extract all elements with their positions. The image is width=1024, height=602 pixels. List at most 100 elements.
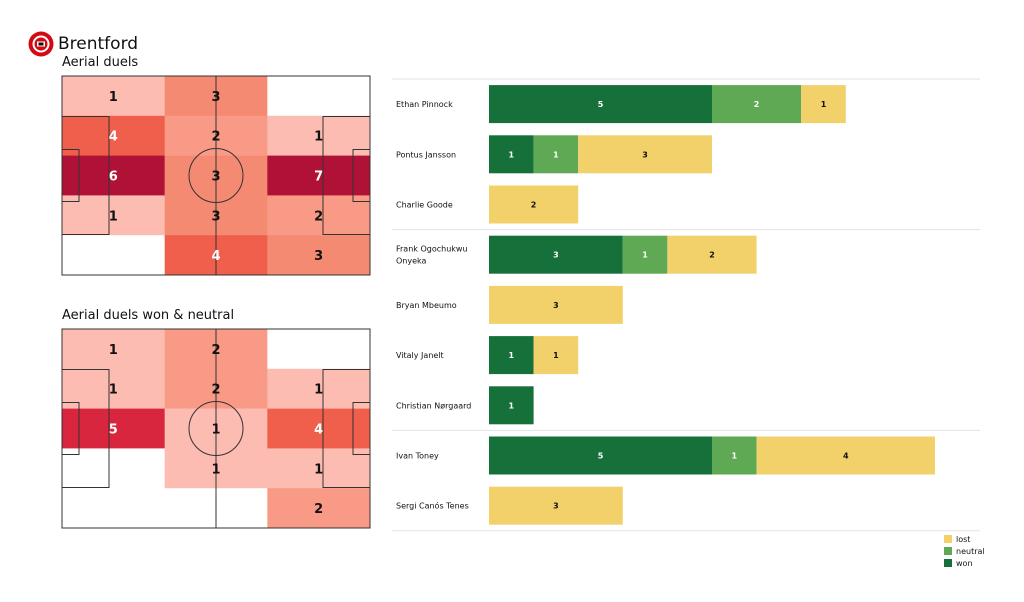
centre-circle xyxy=(188,148,244,203)
heat-value-label: 1 xyxy=(314,130,323,145)
bar-value-label: 2 xyxy=(754,100,760,109)
bar-value-label: 2 xyxy=(531,201,537,210)
heat-cell xyxy=(267,195,371,236)
player-label: Frank Ogochukwu xyxy=(396,245,468,254)
player-label: Charlie Goode xyxy=(396,201,453,210)
heat-cell xyxy=(62,329,165,370)
bar-lost xyxy=(533,336,579,375)
bar-won xyxy=(489,336,534,375)
bar-value-label: 3 xyxy=(642,150,648,159)
heat-value-label: 4 xyxy=(314,423,323,438)
team-name: Brentford xyxy=(58,34,139,54)
bar-won xyxy=(489,436,712,475)
bar-value-label: 1 xyxy=(553,351,559,360)
heat-cell xyxy=(62,488,165,529)
heat-cell xyxy=(62,235,165,276)
bar-value-label: 1 xyxy=(553,150,559,159)
heat-value-label: 1 xyxy=(109,209,118,224)
player-label: Onyeka xyxy=(396,257,427,266)
heat-value-label: 1 xyxy=(314,462,323,477)
goal-box-right xyxy=(352,402,371,455)
heat-value-label: 1 xyxy=(314,383,323,398)
heat-value-label: 4 xyxy=(109,130,118,145)
heat-value-label: 1 xyxy=(109,343,118,358)
bar-value-label: 1 xyxy=(509,351,515,360)
bar-neutral xyxy=(533,135,579,174)
centre-circle xyxy=(188,401,244,456)
bar-won xyxy=(489,235,623,274)
heat-cell xyxy=(62,76,165,117)
player-label: Vitaly Janelt xyxy=(396,351,444,360)
heat-value-label: 1 xyxy=(211,462,220,477)
bar-value-label: 1 xyxy=(732,452,738,461)
bar-value-label: 2 xyxy=(709,251,715,260)
heat-value-label: 7 xyxy=(314,170,323,185)
pitch-heatmap-aerial-duels-won-neutral: 1 2 1 2 1 5 1 4 1 1 2 xyxy=(61,328,371,529)
heat-value-label: 2 xyxy=(211,343,220,358)
goal-box-left xyxy=(61,402,80,455)
bar-won xyxy=(489,85,712,124)
bar-lost xyxy=(489,486,623,525)
heat-value-label: 4 xyxy=(211,249,220,264)
heat-value-label: 3 xyxy=(211,90,220,105)
bar-value-label: 3 xyxy=(553,301,559,310)
player-label: Sergi Canós Tenes xyxy=(396,501,469,511)
bar-lost xyxy=(756,436,935,475)
bar-won xyxy=(489,135,534,174)
heat-value-label: 3 xyxy=(314,249,323,264)
player-label: Ivan Toney xyxy=(396,452,439,461)
bar-neutral xyxy=(622,235,668,274)
player-label: Christian Nørgaard xyxy=(396,401,471,410)
team-header: Brentford xyxy=(28,30,138,58)
player-label: Bryan Mbeumo xyxy=(396,301,457,310)
heat-value-label: 2 xyxy=(211,383,220,398)
goal-box-right xyxy=(352,149,371,202)
pitch-heatmap-aerial-duels: 1 3 4 2 1 6 3 7 1 3 2 4 3 xyxy=(61,75,371,276)
legend-label-neutral: neutral xyxy=(956,547,985,556)
heat-value-label: 2 xyxy=(211,130,220,145)
legend-swatch-lost xyxy=(944,535,952,543)
heat-value-label: 3 xyxy=(211,170,220,185)
bar-value-label: 4 xyxy=(843,452,849,461)
bar-value-label: 3 xyxy=(553,251,559,260)
pitch-title-aerial-duels: Aerial duels xyxy=(62,55,139,70)
heat-value-label: 2 xyxy=(314,502,323,517)
heat-cell xyxy=(267,76,371,117)
heat-value-label: 5 xyxy=(109,423,118,438)
bar-value-label: 1 xyxy=(509,150,515,159)
bar-lost xyxy=(667,235,757,274)
bar-lost xyxy=(801,85,846,124)
bar-lost xyxy=(489,185,579,224)
legend-label-won: won xyxy=(956,559,973,568)
heat-value-label: 3 xyxy=(211,209,220,224)
legend-swatch-won xyxy=(944,559,952,567)
player-label: Ethan Pinnock xyxy=(396,100,453,109)
brentford-crest-icon xyxy=(28,31,54,57)
bar-value-label: 5 xyxy=(598,452,604,461)
bar-value-label: 5 xyxy=(598,100,604,109)
heat-value-label: 1 xyxy=(109,383,118,398)
heat-value-label: 2 xyxy=(314,209,323,224)
heat-cell xyxy=(267,329,371,370)
pitch-title-aerial-duels-won-neutral: Aerial duels won & neutral xyxy=(62,308,235,323)
heat-value-label: 1 xyxy=(211,423,220,438)
bar-neutral xyxy=(712,85,802,124)
legend: lost neutral won xyxy=(944,535,985,568)
heat-cell xyxy=(62,195,165,236)
heat-cell xyxy=(62,448,165,489)
heat-value-label: 1 xyxy=(109,90,118,105)
bar-neutral xyxy=(712,436,757,475)
player-label: Pontus Jansson xyxy=(396,150,456,159)
bar-lost xyxy=(578,135,712,174)
stacked-bar-chart: Ethan Pinnock 5 2 1 Pontus Jansson 1 1 3 Charlie… xyxy=(392,78,985,568)
goal-box-left xyxy=(61,149,80,202)
bar-lost xyxy=(489,285,623,324)
legend-label-lost: lost xyxy=(956,535,970,544)
heat-cell xyxy=(267,235,371,276)
heat-cell xyxy=(267,488,371,529)
bar-value-label: 1 xyxy=(509,401,515,410)
heat-value-label: 6 xyxy=(109,170,118,185)
bar-value-label: 1 xyxy=(821,100,827,109)
bar-value-label: 3 xyxy=(553,502,559,511)
